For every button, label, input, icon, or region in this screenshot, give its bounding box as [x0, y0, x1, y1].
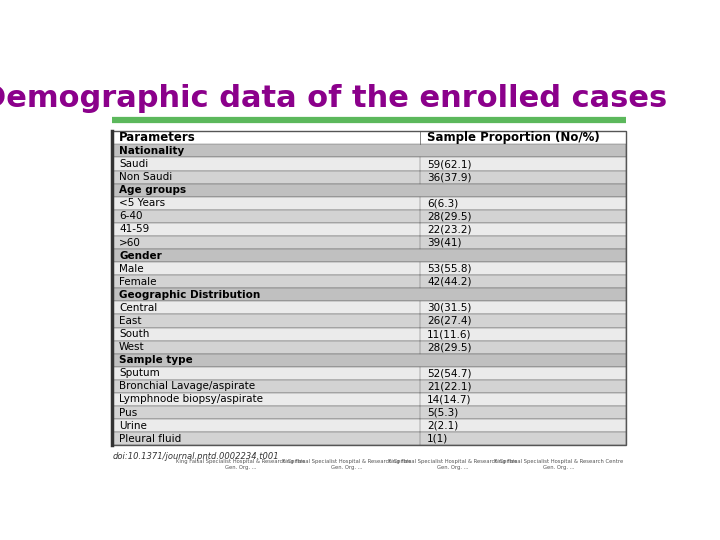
- Text: 6-40: 6-40: [119, 211, 143, 221]
- Text: Saudi: Saudi: [119, 159, 148, 169]
- Text: Gender: Gender: [119, 251, 162, 261]
- Text: 21(22.1): 21(22.1): [427, 381, 472, 391]
- Text: 41-59: 41-59: [119, 225, 149, 234]
- Text: 42(44.2): 42(44.2): [427, 277, 472, 287]
- Text: 36(37.9): 36(37.9): [427, 172, 472, 182]
- Text: Nationality: Nationality: [119, 146, 184, 156]
- Text: Sample Proportion (No/%): Sample Proportion (No/%): [427, 131, 600, 144]
- Text: 59(62.1): 59(62.1): [427, 159, 472, 169]
- Text: West: West: [119, 342, 145, 352]
- Text: East: East: [119, 316, 142, 326]
- Text: 26(27.4): 26(27.4): [427, 316, 472, 326]
- Text: 30(31.5): 30(31.5): [427, 303, 472, 313]
- Text: Sample type: Sample type: [119, 355, 193, 365]
- Text: Urine: Urine: [119, 421, 147, 430]
- Text: 53(55.8): 53(55.8): [427, 264, 472, 274]
- Bar: [112, 432, 626, 445]
- Text: 39(41): 39(41): [427, 238, 462, 247]
- Text: 22(23.2): 22(23.2): [427, 225, 472, 234]
- Text: Pus: Pus: [119, 408, 138, 417]
- Bar: [112, 354, 626, 367]
- Bar: [112, 393, 626, 406]
- Bar: [112, 171, 626, 184]
- Bar: [112, 367, 626, 380]
- Text: 6(6.3): 6(6.3): [427, 198, 459, 208]
- Text: Geographic Distribution: Geographic Distribution: [119, 290, 260, 300]
- Bar: [112, 144, 626, 158]
- Text: Lymphnode biopsy/aspirate: Lymphnode biopsy/aspirate: [119, 395, 263, 404]
- Text: Sputum: Sputum: [119, 368, 160, 379]
- Bar: [112, 328, 626, 341]
- Text: Bronchial Lavage/aspirate: Bronchial Lavage/aspirate: [119, 381, 255, 391]
- Text: King Faisal Specialist Hospital & Research Centre
Gen. Org. ...: King Faisal Specialist Hospital & Resear…: [494, 460, 624, 470]
- Bar: [112, 184, 626, 197]
- Bar: [112, 210, 626, 223]
- Bar: [112, 341, 626, 354]
- Bar: [112, 275, 626, 288]
- Bar: [112, 223, 626, 236]
- Text: Central: Central: [119, 303, 157, 313]
- Bar: [112, 158, 626, 171]
- Text: King Faisal Specialist Hospital & Research Centre
Gen. Org. ...: King Faisal Specialist Hospital & Resear…: [282, 460, 411, 470]
- Bar: [112, 380, 626, 393]
- Bar: [112, 314, 626, 328]
- Bar: [112, 131, 626, 144]
- Text: 1(1): 1(1): [427, 434, 449, 444]
- Text: 2(2.1): 2(2.1): [427, 421, 459, 430]
- Text: Female: Female: [119, 277, 156, 287]
- Text: South: South: [119, 329, 149, 339]
- Text: 52(54.7): 52(54.7): [427, 368, 472, 379]
- Text: Age groups: Age groups: [119, 185, 186, 195]
- Text: >60: >60: [119, 238, 141, 247]
- Text: 28(29.5): 28(29.5): [427, 211, 472, 221]
- Bar: [112, 419, 626, 432]
- Text: 5(5.3): 5(5.3): [427, 408, 459, 417]
- Bar: [112, 236, 626, 249]
- Text: King Faisal Specialist Hospital & Research Centre
Gen. Org. ...: King Faisal Specialist Hospital & Resear…: [176, 460, 305, 470]
- Bar: [112, 131, 626, 446]
- Text: Non Saudi: Non Saudi: [119, 172, 172, 182]
- Bar: [112, 406, 626, 419]
- Text: <5 Years: <5 Years: [119, 198, 165, 208]
- Bar: [112, 197, 626, 210]
- Text: Parameters: Parameters: [119, 131, 196, 144]
- Text: doi:10.1371/journal.pntd.0002234.t001: doi:10.1371/journal.pntd.0002234.t001: [112, 451, 279, 461]
- Text: Demographic data of the enrolled cases: Demographic data of the enrolled cases: [0, 84, 667, 112]
- Bar: [112, 301, 626, 314]
- Text: Pleural fluid: Pleural fluid: [119, 434, 181, 444]
- Bar: [112, 288, 626, 301]
- Text: 28(29.5): 28(29.5): [427, 342, 472, 352]
- Text: Male: Male: [119, 264, 144, 274]
- Text: King Faisal Specialist Hospital & Research Centre
Gen. Org. ...: King Faisal Specialist Hospital & Resear…: [388, 460, 518, 470]
- Bar: [112, 262, 626, 275]
- Text: 11(11.6): 11(11.6): [427, 329, 472, 339]
- Bar: [112, 249, 626, 262]
- Text: 14(14.7): 14(14.7): [427, 395, 472, 404]
